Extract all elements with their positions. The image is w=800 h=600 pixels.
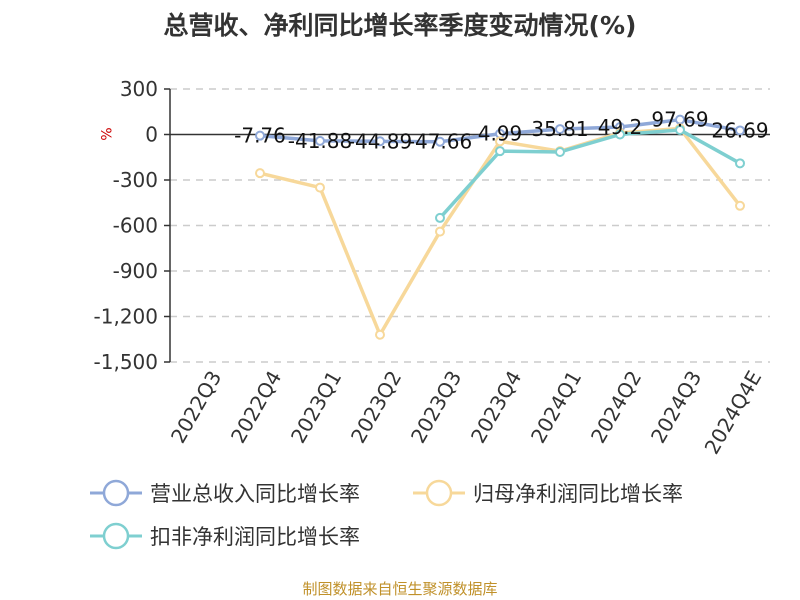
- data-label: 97.69: [651, 108, 708, 132]
- y-tick-label: -1,200: [94, 305, 158, 329]
- data-label: 35.81: [531, 117, 588, 141]
- legend-label: 营业总收入同比增长率: [150, 482, 360, 506]
- data-point: [315, 182, 325, 193]
- data-point: [555, 146, 565, 157]
- x-tick-label: 2023Q4: [466, 367, 526, 448]
- data-label: -41.88: [288, 129, 352, 153]
- data-label: -44.89: [348, 129, 412, 153]
- x-tick-label: 2022Q4: [226, 367, 286, 448]
- x-tick-label: 2024Q1: [526, 367, 586, 448]
- y-tick-label: -600: [113, 214, 158, 238]
- y-tick-labels: 300 0 -300 -600 -900 -1,200 -1,500: [94, 77, 158, 374]
- data-point: [375, 136, 385, 147]
- legend-label: 扣非净利润同比增长率: [150, 525, 360, 549]
- data-point: [735, 200, 745, 211]
- x-tick-label: 2023Q3: [406, 367, 466, 448]
- x-tick-label: 2023Q1: [286, 367, 346, 448]
- axes: [164, 88, 770, 363]
- legend-marker: [102, 522, 130, 550]
- data-point: [615, 129, 625, 140]
- chart-title: 总营收、净利同比增长率季度变动情况(%): [163, 11, 637, 40]
- legend-marker: [425, 479, 453, 507]
- data-point: [435, 136, 445, 147]
- source-note: 制图数据来自恒生聚源数据库: [302, 580, 498, 598]
- y-axis-label: %: [97, 127, 113, 140]
- series-line: [438, 128, 741, 220]
- data-point: [255, 168, 265, 179]
- legend-marker: [102, 479, 130, 507]
- series-line: [259, 126, 742, 337]
- y-tick-label: 0: [145, 123, 158, 147]
- x-tick-label: 2022Q3: [166, 367, 226, 448]
- data-point: [495, 136, 505, 147]
- y-tick-label: -900: [113, 259, 158, 283]
- y-tick-label: -1,500: [94, 350, 158, 374]
- data-point: [255, 130, 265, 141]
- data-point: [735, 158, 745, 169]
- data-point: [495, 146, 505, 157]
- y-tick-label: 300: [120, 77, 158, 101]
- data-point: [735, 125, 745, 136]
- data-point: [675, 124, 685, 135]
- gridlines: [170, 88, 770, 363]
- x-tick-label: 2023Q2: [346, 367, 406, 448]
- data-point: [435, 226, 445, 237]
- x-tick-label: 2024Q3: [646, 367, 706, 448]
- data-labels: -7.76 -41.88-44.89-47.66 4.99 35.81 49.2 97.6…: [234, 108, 769, 154]
- data-label: 4.99: [478, 122, 523, 146]
- data-label: 26.69: [711, 118, 768, 142]
- legend-label: 归母净利润同比增长率: [473, 482, 683, 506]
- x-tick-label: 2024Q2: [586, 367, 646, 448]
- x-tick-labels: 2022Q3 2022Q4 2023Q1 2023Q2 2023Q3 2023Q4 2024…: [166, 367, 766, 459]
- data-point: [435, 212, 445, 223]
- data-point: [315, 135, 325, 146]
- data-label: -7.76: [234, 124, 286, 148]
- series-points: [255, 114, 745, 340]
- data-label: -47.66: [408, 130, 472, 154]
- y-tick-label: -300: [113, 168, 158, 192]
- data-label: 49.2: [598, 115, 643, 139]
- x-tick-label: 2024Q4E: [700, 367, 767, 459]
- data-point: [555, 124, 565, 135]
- data-point: [375, 329, 385, 340]
